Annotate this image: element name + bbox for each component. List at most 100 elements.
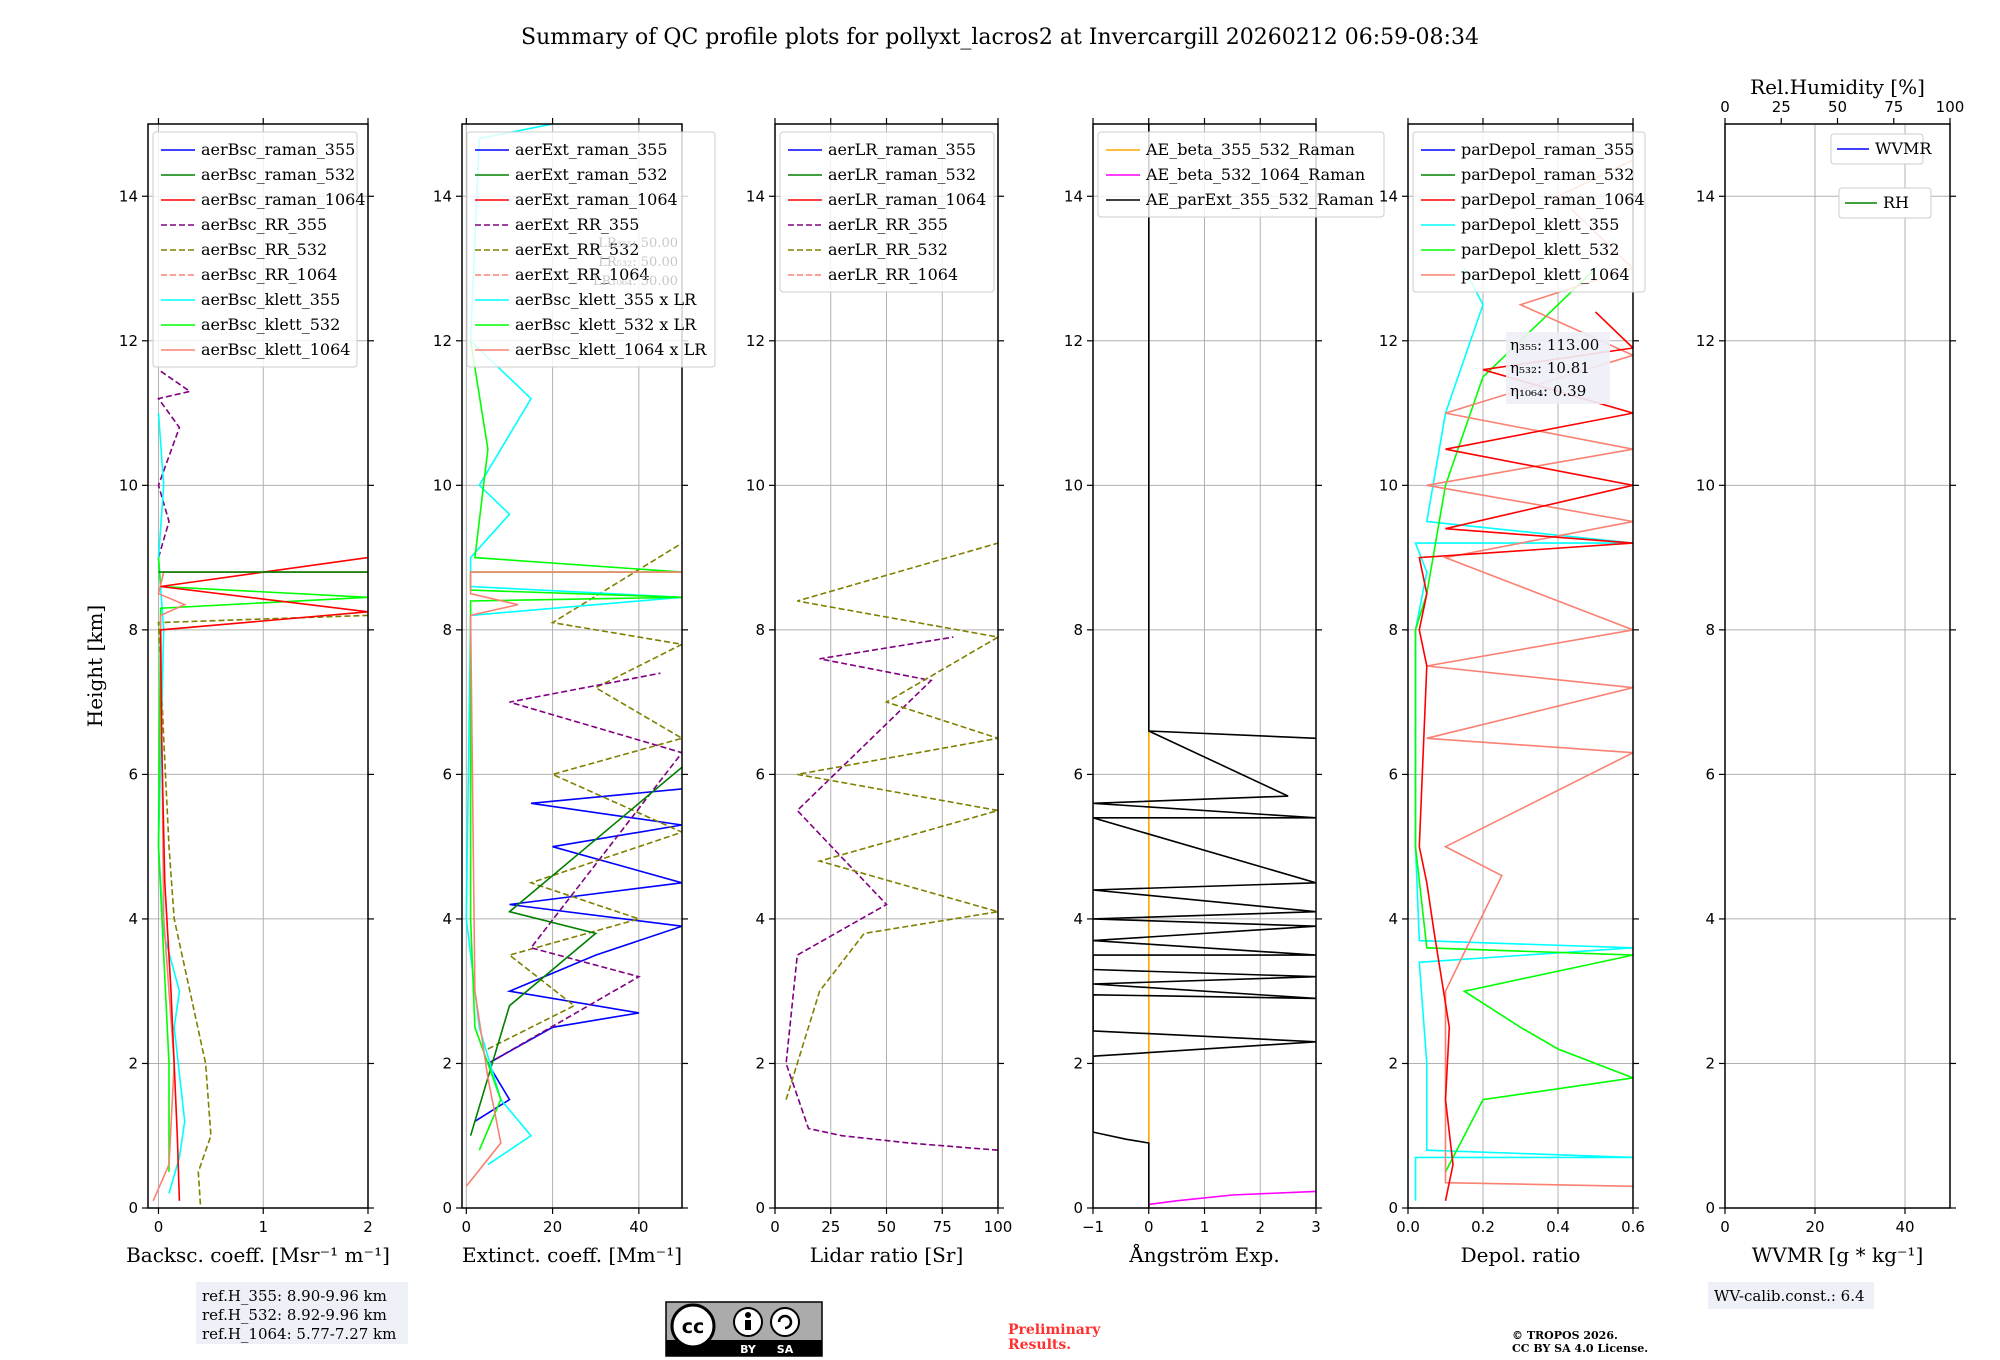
x-tick-label: 2 xyxy=(1255,1218,1265,1236)
series-aerBsc_RR_355 xyxy=(157,369,192,558)
legend-entry: parDepol_klett_355 xyxy=(1461,215,1619,234)
x-tick-label: 0 xyxy=(1144,1218,1154,1236)
series-parDepol_klett_1064 xyxy=(1426,159,1633,1188)
legend-entry: aerExt_raman_355 xyxy=(515,140,668,159)
series-aerBsc_raman_1064 xyxy=(159,556,368,1201)
y-tick-label: 0 xyxy=(755,1199,765,1217)
legend-box xyxy=(466,131,716,368)
legend-entry: aerBsc_raman_532 xyxy=(201,165,355,184)
x-tick-label: 0 xyxy=(1720,1218,1730,1236)
y-tick-label: 2 xyxy=(442,1054,452,1072)
figure-title: Summary of QC profile plots for pollyxt_… xyxy=(521,25,1479,50)
legend: WVMR RH xyxy=(1830,133,1932,219)
eta-label: η₁₀₆₄: 0.39 xyxy=(1510,382,1586,400)
sa-share-icon xyxy=(770,1307,800,1337)
series-group xyxy=(465,124,682,1187)
series-parDepol_raman_1064 xyxy=(1418,311,1633,1201)
x-tick-label: 0.6 xyxy=(1621,1218,1645,1236)
series-aerBsc_klett_1064 x LR xyxy=(465,571,682,1187)
y-tick-label: 6 xyxy=(1388,765,1398,783)
series-aerExt_raman_532 xyxy=(469,766,682,1136)
legend: aerLR_raman_355 aerLR_raman_532 aerLR_rama… xyxy=(779,131,995,293)
y-tick-label: 4 xyxy=(1705,910,1715,928)
series-aerBsc_klett_355 xyxy=(157,413,186,1194)
preliminary-text: Preliminary xyxy=(1008,1322,1101,1338)
y-tick-label: 6 xyxy=(1705,765,1715,783)
series-aerBsc_klett_532 x LR xyxy=(469,340,682,1151)
y-tick-label: 12 xyxy=(746,332,765,350)
legend-entry: aerLR_raman_532 xyxy=(828,165,976,184)
legend-entry: parDepol_raman_1064 xyxy=(1461,190,1645,209)
y-tick-label: 8 xyxy=(442,621,452,639)
y-tick-label: 4 xyxy=(1388,910,1398,928)
legend-entry: AE_beta_355_532_Raman xyxy=(1145,140,1355,159)
axes-frame xyxy=(1724,123,1951,1209)
x-tick-label: 2 xyxy=(363,1218,373,1236)
y-tick-label: 4 xyxy=(128,910,138,928)
series-aerExt_RR_355 xyxy=(487,672,682,1065)
x-axis-label: Depol. ratio xyxy=(1461,1243,1581,1267)
legend-entry: aerExt_RR_355 xyxy=(515,215,639,234)
y-axis-label: Height [km] xyxy=(83,605,107,727)
x-tick-label: 25 xyxy=(821,1218,840,1236)
legend-entry: parDepol_klett_532 xyxy=(1461,240,1619,259)
wv-calib-box: WV-calib.const.: 6.4 xyxy=(1708,1282,1874,1309)
legend-entry: aerExt_RR_532 xyxy=(515,240,639,259)
top-x-tick-label: 0 xyxy=(1720,98,1730,116)
y-tick-label: 14 xyxy=(119,187,138,205)
legend-entry: aerBsc_klett_532 xyxy=(201,315,340,334)
ref-height-box: ref.H_355: 8.90-9.96 km ref.H_532: 8.92-… xyxy=(196,1282,408,1344)
series-aerExt_RR_532 xyxy=(487,542,682,1050)
legend-entry: AE_parExt_355_532_Raman xyxy=(1145,190,1374,209)
legend: aerExt_raman_355 aerExt_raman_532 aerExt_r… xyxy=(466,131,716,368)
eta-label: η₃₅₅: 113.00 xyxy=(1510,336,1599,354)
axes-frame xyxy=(147,123,369,1209)
x-tick-label: 0.2 xyxy=(1471,1218,1495,1236)
x-tick-label: −1 xyxy=(1082,1218,1104,1236)
series-group xyxy=(1093,124,1316,1208)
legend-entry: aerBsc_klett_355 x LR xyxy=(515,290,697,309)
legend-entry: AE_beta_532_1064_Raman xyxy=(1145,165,1365,184)
lr-label: LR₅₃₂: 50.00 xyxy=(598,255,678,270)
top-x-tick-label: 25 xyxy=(1772,98,1791,116)
y-tick-label: 14 xyxy=(1064,187,1083,205)
panel-6: 0 20 40 0 2 4 6 8 10 12 14 WVMR [g * kg⁻¹] 0 25 50 75 10… xyxy=(1696,75,1964,1267)
series-aerLR_RR_355 xyxy=(785,636,998,1151)
x-tick-label: 3 xyxy=(1311,1218,1321,1236)
y-tick-label: 10 xyxy=(1379,476,1398,494)
x-tick-label: 0 xyxy=(154,1218,164,1236)
legend-entry: aerBsc_klett_1064 x LR xyxy=(515,340,707,359)
legend-entry: aerBsc_raman_1064 xyxy=(201,190,366,209)
y-tick-label: 8 xyxy=(1705,621,1715,639)
legend-entry: parDepol_raman_355 xyxy=(1461,140,1634,159)
legend-entry: aerBsc_RR_355 xyxy=(201,215,327,234)
x-tick-label: 0 xyxy=(462,1218,472,1236)
y-tick-label: 2 xyxy=(1388,1054,1398,1072)
x-tick-label: 50 xyxy=(877,1218,896,1236)
legend-box xyxy=(1830,133,1924,165)
wv-calib-const: WV-calib.const.: 6.4 xyxy=(1714,1287,1865,1305)
license-text: CC BY SA 4.0 License. xyxy=(1512,1342,1648,1355)
badge-by-label: BY xyxy=(740,1343,757,1356)
x-tick-label: 0.4 xyxy=(1546,1218,1570,1236)
top-x-tick-label: 50 xyxy=(1828,98,1847,116)
y-tick-label: 6 xyxy=(442,765,452,783)
x-tick-label: 40 xyxy=(1895,1218,1914,1236)
cc-icon xyxy=(670,1303,716,1349)
y-tick-label: 4 xyxy=(755,910,765,928)
y-tick-label: 12 xyxy=(433,332,452,350)
x-tick-label: 20 xyxy=(1805,1218,1824,1236)
legend-entry: aerBsc_klett_355 xyxy=(201,290,340,309)
lr-label: LR₃₅₅: 50.00 xyxy=(598,236,678,251)
x-tick-label: 0 xyxy=(770,1218,780,1236)
y-tick-label: 8 xyxy=(755,621,765,639)
y-tick-label: 8 xyxy=(128,621,138,639)
legend-entry: aerLR_raman_355 xyxy=(828,140,976,159)
ref-h-1064: ref.H_1064: 5.77-7.27 km xyxy=(202,1325,396,1343)
legend: AE_beta_355_532_Raman AE_beta_532_1064_Ra… xyxy=(1097,131,1385,218)
x-tick-label: 0.0 xyxy=(1396,1218,1420,1236)
ref-h-532: ref.H_532: 8.92-9.96 km xyxy=(202,1306,387,1324)
y-tick-label: 4 xyxy=(1073,910,1083,928)
eta-label: η₅₃₂: 10.81 xyxy=(1510,359,1590,377)
